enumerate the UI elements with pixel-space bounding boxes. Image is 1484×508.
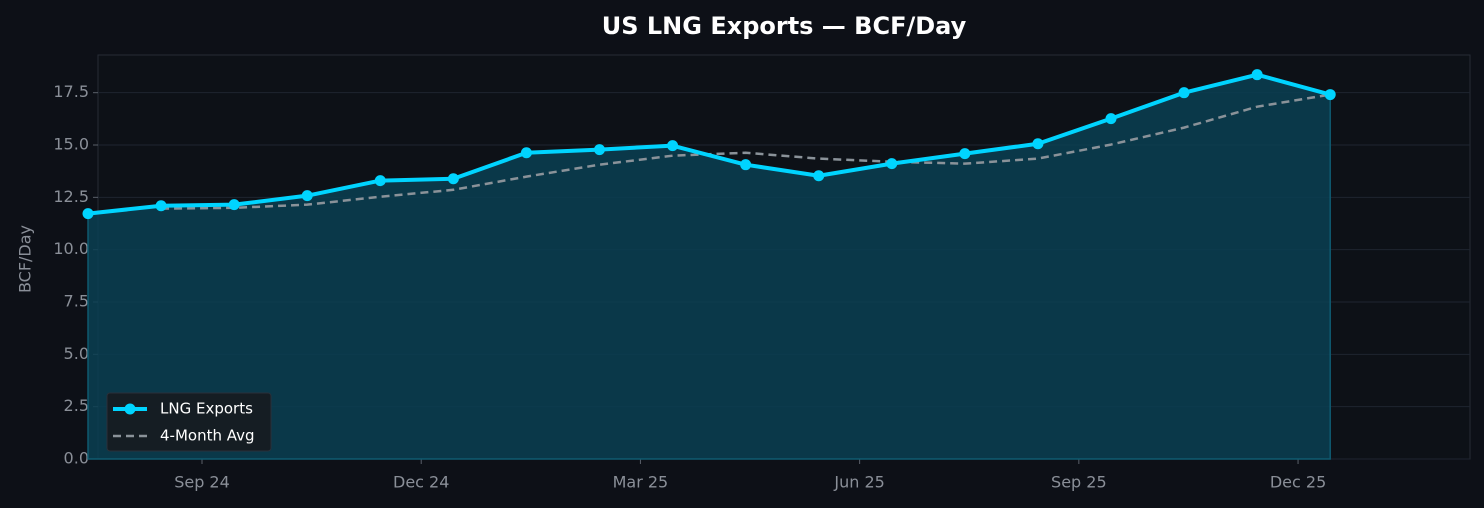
data-point [1032, 138, 1044, 150]
data-point [301, 190, 313, 202]
x-tick-label: Sep 24 [174, 473, 230, 492]
y-tick-label: 17.5 [53, 82, 89, 101]
data-point [740, 159, 752, 171]
y-axis-label: BCF/Day [16, 225, 35, 293]
x-tick-label: Sep 25 [1051, 473, 1107, 492]
data-point [1178, 87, 1190, 99]
data-point [886, 158, 898, 170]
y-tick-label: 15.0 [53, 135, 89, 154]
series-line [87, 72, 1331, 216]
y-tick-label: 10.0 [53, 239, 89, 258]
y-tick-label: 2.5 [64, 396, 89, 415]
y-tick-label: 5.0 [64, 344, 89, 363]
data-point [520, 147, 532, 159]
x-tick-label: Dec 24 [393, 473, 449, 492]
data-point [959, 148, 971, 160]
data-point [594, 144, 606, 156]
data-point [1251, 69, 1263, 81]
data-point [374, 175, 386, 187]
x-tick-label: Mar 25 [613, 473, 669, 492]
x-tick-label: Dec 25 [1270, 473, 1326, 492]
data-point [82, 208, 94, 220]
data-point [155, 200, 167, 212]
data-point [1324, 89, 1336, 101]
data-point [667, 140, 679, 152]
legend-label: 4-Month Avg [160, 427, 255, 445]
legend-label: LNG Exports [160, 400, 253, 418]
x-tick-label: Jun 25 [833, 473, 884, 492]
y-tick-label: 12.5 [53, 187, 89, 206]
legend-marker [124, 403, 136, 415]
legend-box [106, 392, 272, 452]
data-point [447, 173, 459, 185]
series-line [161, 93, 1331, 210]
chart-title: US LNG Exports — BCF/Day [602, 12, 967, 40]
data-point [1105, 113, 1117, 125]
y-tick-label: 0.0 [64, 449, 89, 468]
data-point [228, 199, 240, 211]
y-tick-label: 7.5 [64, 292, 89, 311]
data-point [813, 170, 825, 182]
